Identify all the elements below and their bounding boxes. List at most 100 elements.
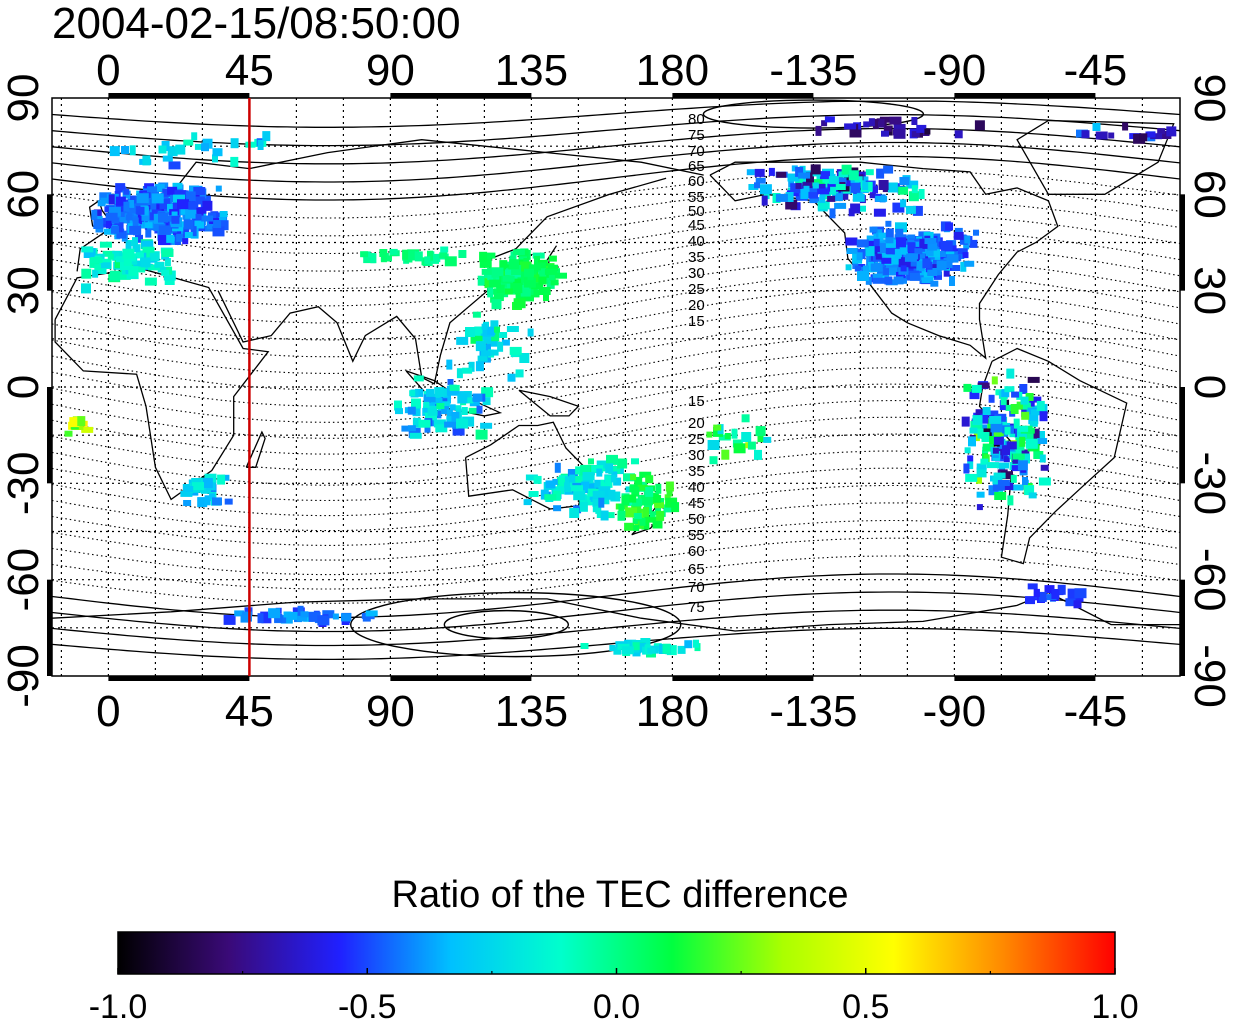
- tec-cell: [423, 394, 436, 403]
- tec-cell: [934, 271, 942, 280]
- tec-cell: [846, 248, 859, 254]
- tec-cell: [1000, 397, 1007, 406]
- tec-cell: [182, 238, 189, 245]
- tec-cell: [455, 405, 462, 412]
- tec-cell: [665, 481, 674, 492]
- tec-cell: [462, 367, 473, 374]
- tec-cell: [183, 139, 194, 146]
- tec-cell: [142, 246, 155, 253]
- tec-cell: [819, 194, 826, 203]
- tec-cell: [221, 474, 230, 481]
- contour-line: [52, 257, 1180, 324]
- tec-cell: [1027, 376, 1040, 383]
- tec-cell: [803, 185, 810, 192]
- tec-cell: [761, 195, 768, 206]
- tec-cell: [161, 269, 170, 276]
- tec-cell: [427, 405, 438, 416]
- tec-cell: [158, 225, 171, 236]
- contour-label-south: 30: [688, 447, 705, 464]
- tec-cell: [988, 394, 995, 403]
- tec-cell: [664, 494, 671, 501]
- contour-label-north: 45: [688, 217, 705, 234]
- tec-cell: [100, 262, 111, 269]
- tec-cell: [456, 336, 469, 345]
- tec-cell: [580, 643, 589, 649]
- frame-bar-v: [47, 194, 52, 291]
- tec-cell: [883, 165, 894, 174]
- tec-cell: [976, 467, 987, 478]
- tec-cell: [945, 222, 953, 231]
- tec-cell: [1024, 485, 1035, 496]
- contour-labels: 8075706560555045403530252015152025303540…: [688, 111, 705, 616]
- lon-tick-top: 45: [225, 46, 274, 95]
- tec-cell: [412, 417, 421, 428]
- tec-cell: [994, 492, 1007, 500]
- tec-cell: [332, 613, 339, 620]
- tec-cell: [395, 408, 403, 415]
- contour-line: [52, 416, 1180, 486]
- tec-cell: [1074, 588, 1087, 599]
- contour-line: [52, 555, 1180, 604]
- tec-cell: [775, 193, 788, 202]
- tec-cell: [1006, 441, 1017, 450]
- tec-cell: [993, 430, 1004, 437]
- tec-cell: [581, 481, 590, 492]
- frame-bar-v: [1180, 579, 1185, 676]
- tec-cell: [538, 276, 547, 285]
- tec-cell: [976, 463, 987, 470]
- contour-line: [52, 113, 1180, 147]
- tec-cell: [845, 237, 858, 246]
- contour-label-south: 60: [688, 543, 705, 560]
- contour-label-south: 65: [688, 561, 705, 578]
- contour-line: [52, 433, 1180, 502]
- tec-cell: [402, 249, 409, 260]
- tec-cell: [1033, 428, 1040, 439]
- tec-cell: [1081, 130, 1090, 139]
- tec-cell: [449, 404, 456, 411]
- tec-cell: [972, 415, 983, 426]
- tec-cell: [204, 495, 211, 506]
- tec-cell: [787, 173, 800, 182]
- tec-cell: [707, 440, 720, 450]
- tec-cell: [865, 169, 874, 176]
- contour-label-north: 65: [688, 158, 705, 175]
- tec-cell: [409, 432, 422, 439]
- tec-cell: [754, 182, 760, 189]
- tec-cell: [116, 205, 127, 212]
- tec-cell: [785, 192, 794, 202]
- lon-tick-top: 90: [366, 46, 415, 95]
- tec-cell: [807, 188, 818, 199]
- tec-cell: [447, 379, 454, 385]
- tec-cell: [135, 262, 146, 273]
- tec-cell: [525, 474, 538, 481]
- frame-bar-h: [672, 676, 814, 681]
- contour-label-south: 45: [688, 495, 705, 512]
- tec-cell: [1022, 477, 1028, 485]
- tec-cell: [81, 283, 91, 294]
- lon-tick-bottom: 45: [225, 687, 274, 736]
- tec-cell: [94, 264, 103, 271]
- contour-line: [52, 127, 1180, 165]
- lon-tick-bottom: -45: [1064, 687, 1128, 736]
- tec-cell: [838, 193, 849, 200]
- tec-cell: [108, 206, 121, 217]
- tec-cell: [863, 265, 869, 272]
- tec-cell: [434, 387, 445, 398]
- tec-cell: [125, 241, 132, 250]
- tec-cell: [848, 170, 859, 181]
- tec-cell: [916, 124, 927, 133]
- tec-cell: [815, 125, 822, 136]
- tec-cell: [370, 253, 377, 264]
- tec-cell: [914, 248, 923, 255]
- tec-cell: [798, 172, 811, 179]
- tec-cell: [872, 273, 883, 280]
- tec-cell: [548, 264, 559, 271]
- tec-cell: [883, 267, 890, 275]
- tec-cell: [911, 185, 918, 194]
- tec-cell: [195, 196, 206, 205]
- tec-cell: [879, 116, 890, 123]
- tec-cell: [1051, 589, 1060, 599]
- tec-cell: [1012, 453, 1025, 460]
- tec-cell: [605, 463, 614, 474]
- tec-cell: [621, 495, 630, 506]
